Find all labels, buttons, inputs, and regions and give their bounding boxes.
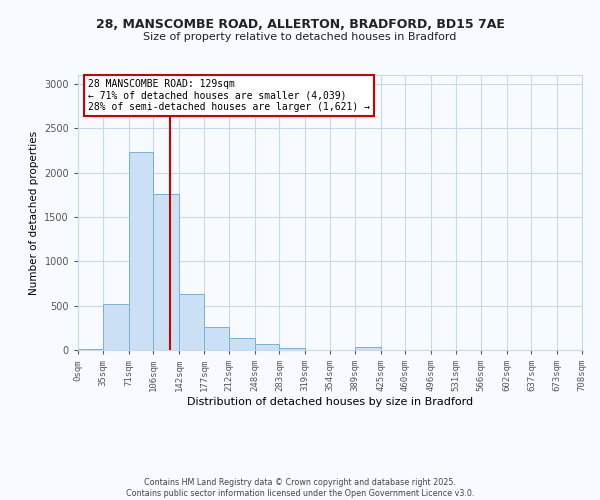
Bar <box>204 327 229 350</box>
Text: 28 MANSCOMBE ROAD: 129sqm
← 71% of detached houses are smaller (4,039)
28% of se: 28 MANSCOMBE ROAD: 129sqm ← 71% of detac… <box>88 79 370 112</box>
Text: Contains HM Land Registry data © Crown copyright and database right 2025.
Contai: Contains HM Land Registry data © Crown c… <box>126 478 474 498</box>
Bar <box>78 349 103 350</box>
Bar <box>229 338 254 350</box>
Bar <box>355 348 380 350</box>
Text: 28, MANSCOMBE ROAD, ALLERTON, BRADFORD, BD15 7AE: 28, MANSCOMBE ROAD, ALLERTON, BRADFORD, … <box>95 18 505 30</box>
Text: Size of property relative to detached houses in Bradford: Size of property relative to detached ho… <box>143 32 457 42</box>
Bar <box>128 152 154 350</box>
Bar <box>280 348 305 350</box>
Y-axis label: Number of detached properties: Number of detached properties <box>29 130 38 294</box>
X-axis label: Distribution of detached houses by size in Bradford: Distribution of detached houses by size … <box>187 397 473 407</box>
Bar <box>154 194 179 350</box>
Bar <box>103 304 128 350</box>
Bar <box>179 294 204 350</box>
Bar <box>254 344 280 350</box>
